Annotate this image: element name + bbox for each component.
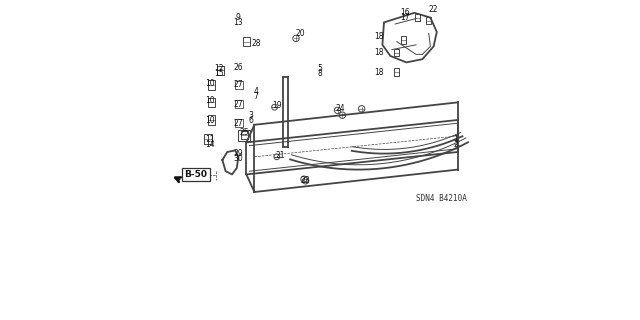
Text: 8: 8 (317, 69, 323, 78)
Text: 18: 18 (374, 48, 384, 57)
Text: 7: 7 (253, 92, 259, 100)
Text: 18: 18 (374, 32, 384, 41)
Text: 30: 30 (234, 154, 243, 163)
Text: 2: 2 (454, 140, 458, 148)
Text: 18: 18 (374, 68, 384, 76)
Text: 23: 23 (301, 176, 310, 185)
Bar (394, 68, 399, 76)
Text: 29: 29 (234, 149, 243, 158)
Text: 26: 26 (234, 63, 243, 72)
Text: 15: 15 (214, 69, 224, 78)
Text: 4: 4 (253, 87, 259, 96)
Bar (401, 36, 406, 44)
Bar (207, 115, 215, 125)
Text: 12: 12 (214, 64, 224, 73)
Bar (239, 130, 250, 141)
Text: 27: 27 (234, 119, 243, 128)
Text: 17: 17 (400, 13, 410, 22)
Bar (207, 80, 215, 90)
Bar (426, 17, 431, 24)
Bar (205, 134, 211, 144)
Bar (394, 49, 399, 56)
Bar (207, 98, 215, 107)
Bar (415, 14, 420, 21)
Text: 10: 10 (205, 116, 214, 124)
Text: 28: 28 (252, 39, 260, 48)
Text: 6: 6 (249, 116, 253, 124)
Text: 10: 10 (205, 96, 214, 105)
Text: 22: 22 (429, 5, 438, 14)
Bar (236, 81, 243, 89)
Text: 1: 1 (454, 135, 458, 144)
Text: SDN4 B4210A: SDN4 B4210A (416, 194, 467, 203)
Text: 21: 21 (275, 151, 285, 160)
Text: 24: 24 (336, 104, 346, 113)
Text: 11: 11 (205, 135, 214, 144)
Text: 5: 5 (317, 64, 323, 73)
Text: 10: 10 (205, 79, 214, 88)
Text: 16: 16 (400, 8, 410, 17)
Text: 19: 19 (272, 101, 282, 110)
Bar (241, 131, 248, 139)
Text: 3: 3 (249, 111, 253, 120)
Text: 27: 27 (234, 100, 243, 108)
Text: 25: 25 (240, 128, 250, 137)
Text: 13: 13 (234, 18, 243, 27)
Text: 27: 27 (234, 80, 243, 89)
Text: B-50: B-50 (184, 170, 207, 179)
Text: FR.: FR. (184, 173, 202, 184)
Bar (243, 37, 250, 46)
Text: 20: 20 (296, 29, 306, 38)
Text: 14: 14 (205, 140, 214, 148)
Bar (236, 119, 243, 127)
Bar (236, 100, 243, 108)
Text: 9: 9 (236, 13, 241, 22)
Bar (218, 66, 225, 75)
